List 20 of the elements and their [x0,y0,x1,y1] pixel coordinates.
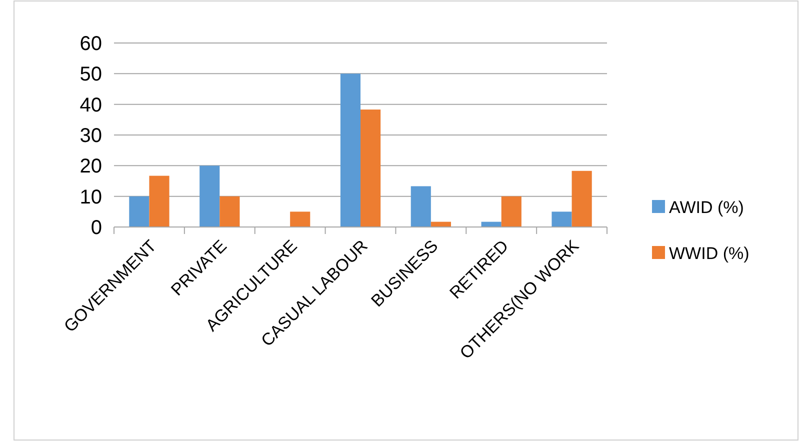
bar [552,212,572,227]
bar [340,74,360,227]
y-tick-label: 0 [90,217,102,239]
bar [200,166,220,227]
bar [220,196,240,227]
y-tick-label: 30 [80,125,102,147]
legend-label: AWID (%) [669,198,744,217]
y-tick-label: 40 [80,94,102,116]
y-tick-label: 60 [80,33,102,55]
bar [410,186,431,227]
bar [360,110,381,227]
bar [290,212,310,227]
y-tick-label: 50 [80,64,102,86]
bar [501,196,522,227]
bar [149,176,170,227]
y-tick-label: 20 [80,156,102,178]
bar [572,170,592,227]
bar [129,196,150,227]
y-tick-label: 10 [80,186,102,208]
legend-label: WWID (%) [669,244,750,263]
